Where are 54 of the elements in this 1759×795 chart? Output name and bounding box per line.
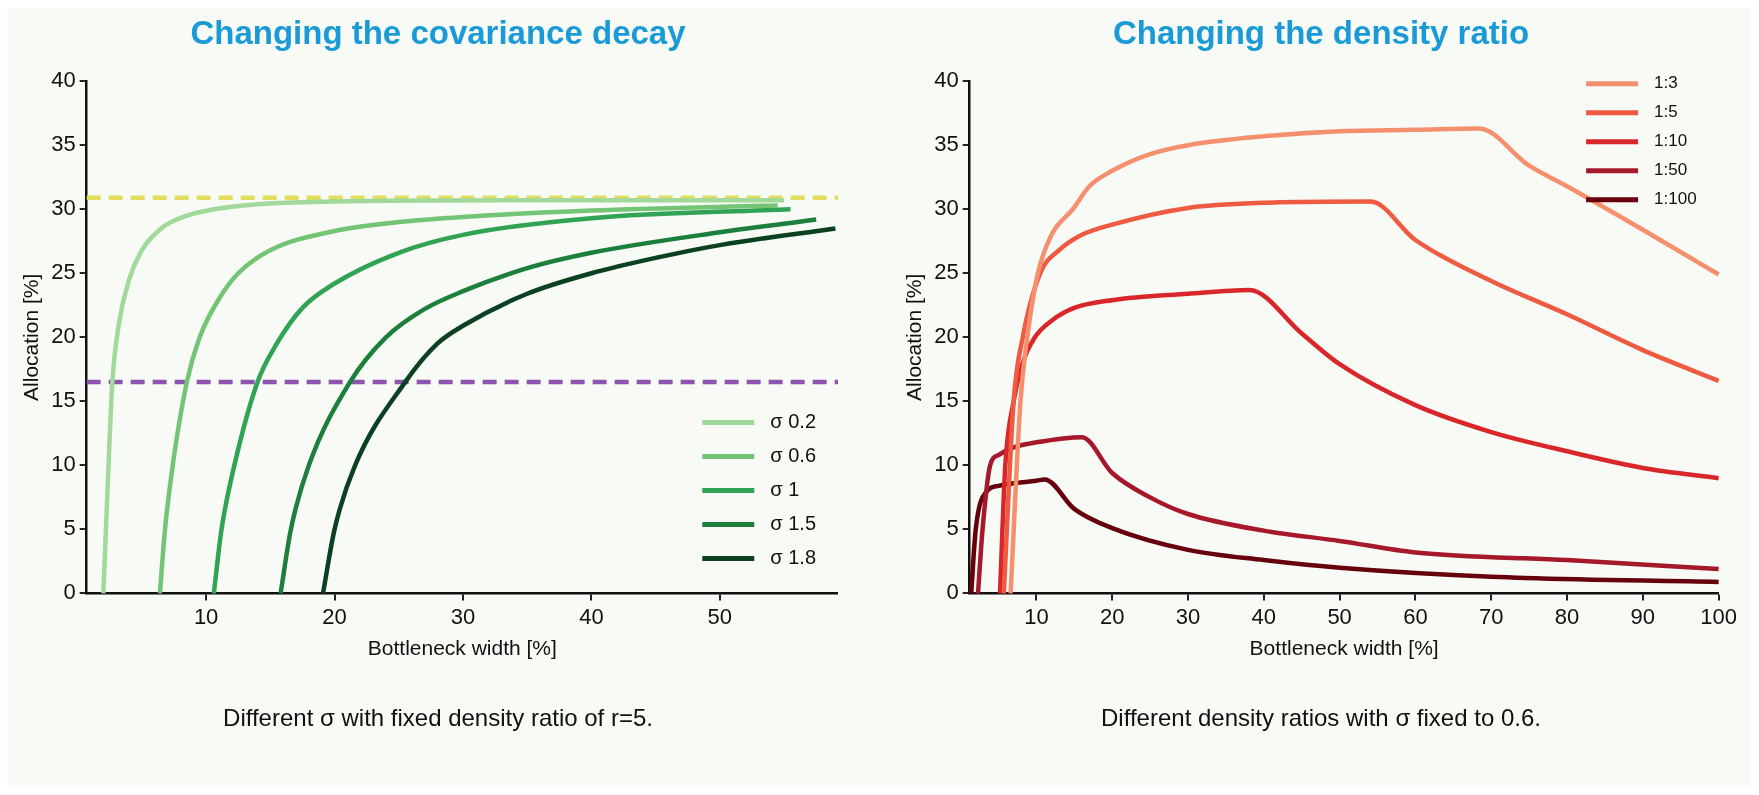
legend-label: 1:5 [1654, 102, 1678, 122]
y-tick-label: 25 [934, 259, 959, 285]
legend-label: σ 1 [770, 477, 800, 500]
y-tick-label: 35 [934, 131, 959, 157]
legend-label: σ 1.5 [770, 511, 816, 534]
y-axis-title: Allocation [%] [19, 273, 43, 401]
y-tick-label: 0 [946, 579, 959, 605]
y-tick-label: 35 [51, 131, 76, 157]
x-tick-label: 10 [1024, 603, 1049, 629]
line-series [997, 287, 1721, 596]
x-tick-label: 60 [1403, 603, 1428, 629]
y-tick-label: 15 [934, 387, 959, 413]
x-tick-label: 90 [1630, 603, 1656, 629]
x-tick-label: 30 [450, 603, 476, 629]
legend-label: 1:10 [1654, 131, 1688, 151]
x-axis-title: Bottleneck width [%] [1249, 636, 1439, 660]
x-tick-label: 50 [707, 603, 733, 629]
legend-label: σ 0.2 [770, 409, 816, 432]
y-tick-label: 0 [63, 579, 76, 605]
y-tick-label: 40 [51, 67, 76, 93]
x-tick-label: 20 [322, 603, 347, 629]
line-series [1008, 126, 1721, 596]
y-tick-label: 40 [934, 67, 959, 93]
y-tick-label: 10 [934, 451, 959, 477]
x-tick-label: 40 [579, 603, 604, 629]
text: Different density ratios with σ fixed to 0.6. [1101, 704, 1541, 732]
chart-title: Changing the density ratio [1112, 14, 1530, 53]
x-axis-title: Bottleneck width [%] [367, 636, 557, 660]
y-tick-label: 20 [934, 323, 959, 349]
x-tick-label: 80 [1554, 603, 1580, 629]
legend-label: 1:50 [1654, 160, 1688, 180]
x-tick-label: 10 [193, 603, 219, 629]
legend-label: 1:100 [1654, 189, 1697, 209]
x-tick-label: 20 [1099, 603, 1125, 629]
x-tick-label: 50 [1327, 603, 1352, 629]
y-tick-label: 25 [51, 259, 76, 285]
legend-label: 1:3 [1654, 73, 1678, 93]
y-tick-label: 30 [51, 195, 76, 221]
y-tick-label: 10 [51, 451, 76, 477]
y-axis-title: Allocation [%] [902, 273, 926, 401]
y-tick-label: 5 [946, 515, 959, 541]
x-tick-label: 40 [1251, 603, 1277, 629]
legend-label: σ 1.8 [770, 545, 816, 568]
x-tick-label: 70 [1478, 603, 1504, 629]
legend-label: σ 0.6 [770, 443, 816, 466]
chart-title: Changing the covariance decay [190, 14, 686, 53]
y-tick-label: 5 [63, 515, 76, 541]
x-tick-label: 30 [1175, 603, 1201, 629]
y-tick-label: 15 [51, 387, 76, 413]
y-tick-label: 30 [934, 195, 959, 221]
text: Different σ with fixed density ratio of r=5. [223, 704, 653, 732]
line-series [975, 434, 1721, 596]
y-tick-label: 20 [51, 323, 76, 349]
x-tick-label: 100 [1700, 603, 1738, 629]
